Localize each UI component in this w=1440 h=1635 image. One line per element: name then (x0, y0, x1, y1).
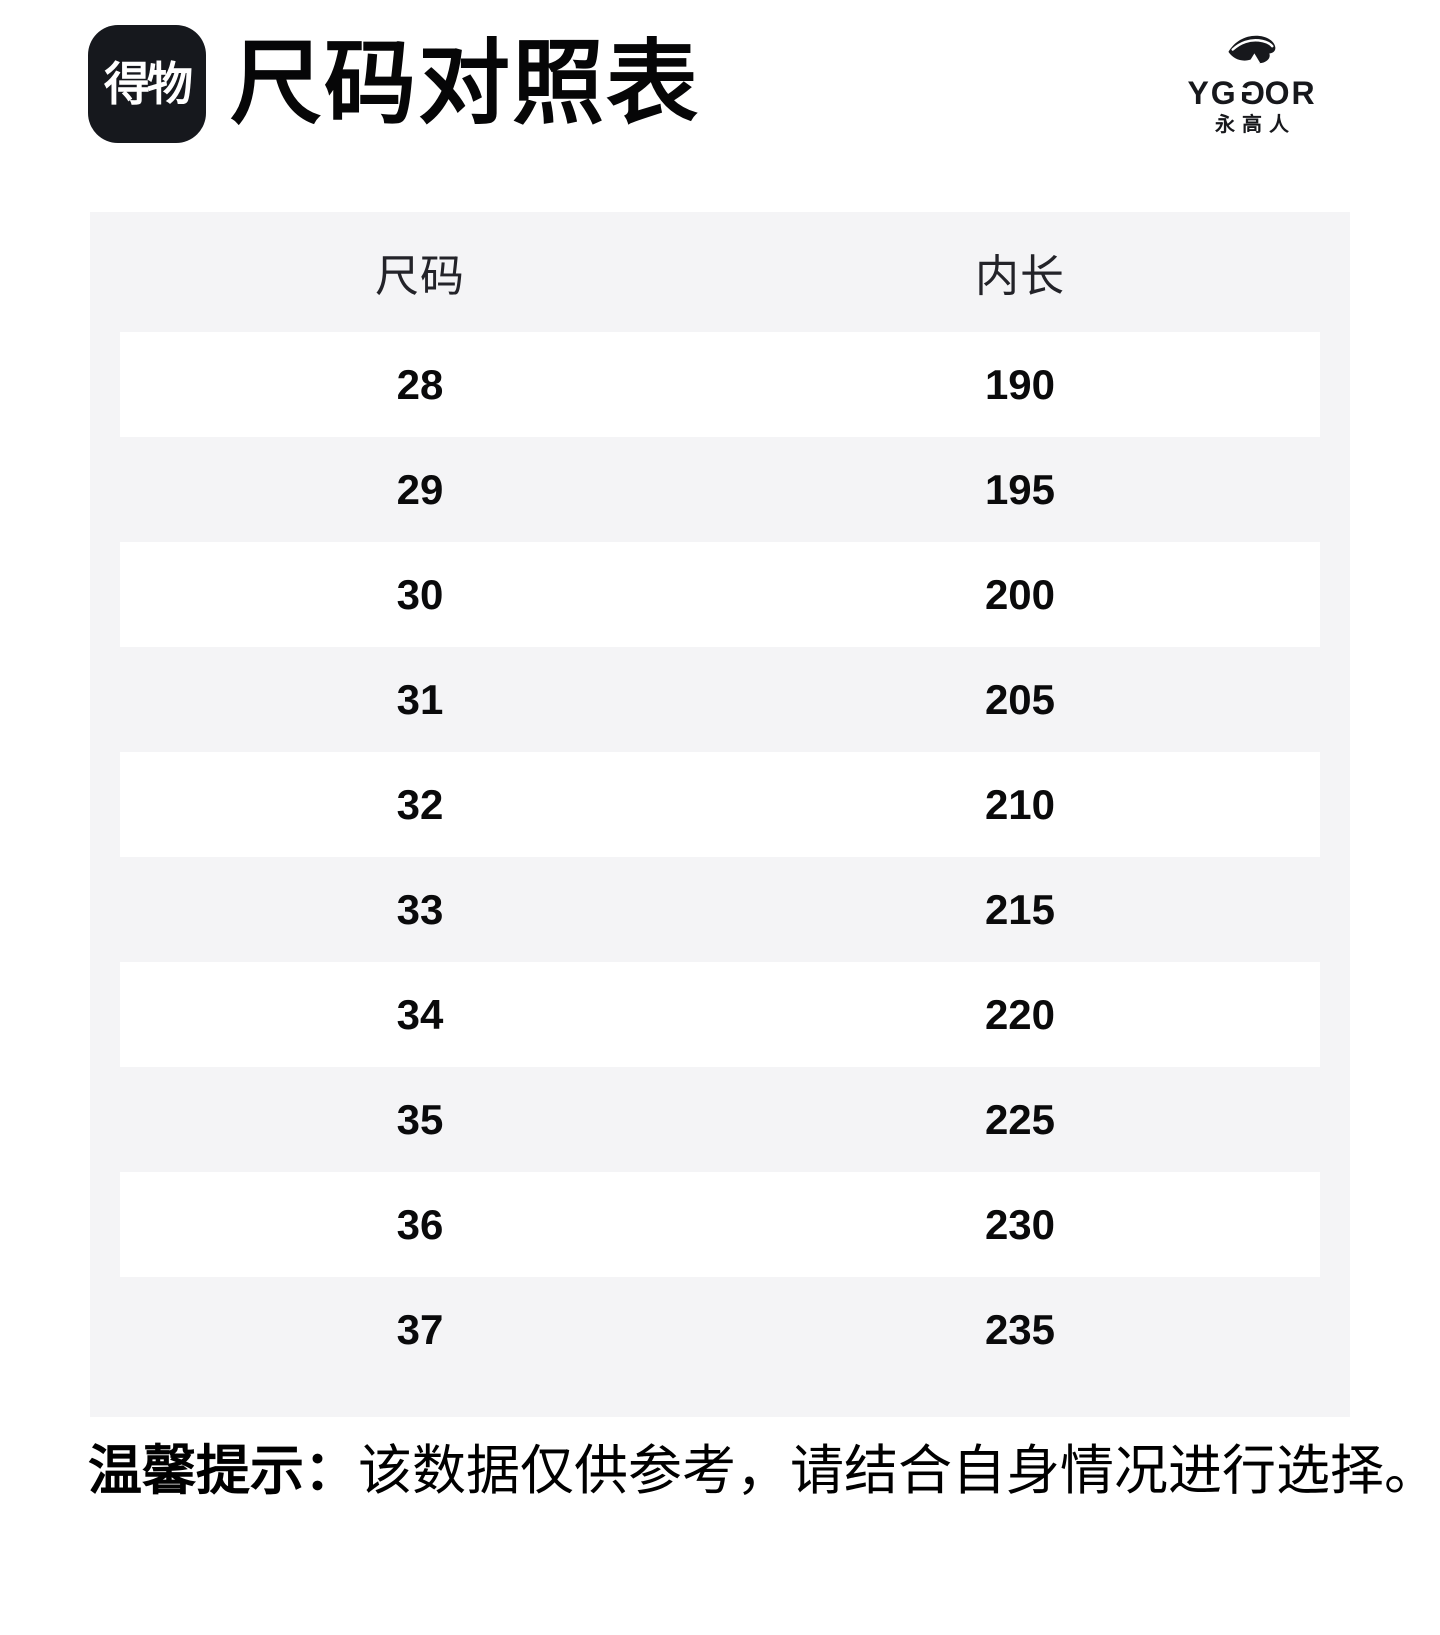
size-cell: 29 (396, 465, 444, 513)
table-row: 30 200 (120, 542, 1320, 647)
size-cell: 30 (396, 570, 444, 618)
page-title: 尺码对照表 (230, 33, 701, 135)
length-cell: 205 (984, 675, 1056, 723)
length-cell: 200 (984, 570, 1056, 618)
column-header-inner-length: 内长 (975, 252, 1065, 301)
table-row: 35 225 (120, 1067, 1320, 1172)
brand-name-mirrored-g: G (1237, 75, 1265, 111)
length-cell: 215 (984, 885, 1056, 933)
tip-text: 该数据仅供参考，请结合自身情况进行选择。 (358, 1441, 1438, 1501)
length-cell: 195 (984, 465, 1056, 513)
size-chart-table: 尺码 内长 28 190 29 195 30 200 31 205 32 210… (90, 212, 1350, 1417)
brand-name: YGGOR (1187, 75, 1317, 111)
size-cell: 37 (396, 1305, 444, 1353)
table-body: 28 190 29 195 30 200 31 205 32 210 33 21… (120, 332, 1320, 1382)
brand-swoosh-icon (1228, 35, 1276, 65)
length-cell: 225 (984, 1095, 1056, 1143)
length-cell: 230 (984, 1200, 1056, 1248)
page-header: 得物 尺码对照表 YGGOR 永高人 (0, 0, 1440, 145)
length-cell: 190 (984, 360, 1056, 408)
table-row: 33 215 (120, 857, 1320, 962)
table-row: 37 235 (120, 1277, 1320, 1382)
size-cell: 34 (396, 990, 444, 1038)
size-cell: 28 (396, 360, 444, 408)
brand-name-left: YG (1187, 75, 1238, 111)
size-cell: 36 (396, 1200, 444, 1248)
table-row: 34 220 (120, 962, 1320, 1067)
size-cell: 31 (396, 675, 444, 723)
table-row: 29 195 (120, 437, 1320, 542)
length-cell: 210 (984, 780, 1056, 828)
table-row: 36 230 (120, 1172, 1320, 1277)
length-cell: 235 (984, 1305, 1056, 1353)
brand-block: YGGOR 永高人 (1182, 33, 1322, 135)
length-cell: 220 (984, 990, 1056, 1038)
column-header-size: 尺码 (375, 252, 465, 301)
dewu-logo-text: 得物 (104, 58, 193, 110)
brand-subtitle: 永高人 (1215, 114, 1296, 136)
size-cell: 32 (396, 780, 444, 828)
tip-label: 温馨提示： (88, 1441, 358, 1501)
table-header-row: 尺码 内长 (120, 212, 1320, 332)
table-row: 28 190 (120, 332, 1320, 437)
table-row: 32 210 (120, 752, 1320, 857)
reference-tip: 温馨提示：该数据仅供参考，请结合自身情况进行选择。 (88, 1441, 1438, 1501)
table-row: 31 205 (120, 647, 1320, 752)
brand-name-right: OR (1264, 75, 1317, 111)
title-block: 得物 尺码对照表 (88, 25, 700, 143)
size-cell: 33 (396, 885, 444, 933)
dewu-app-logo: 得物 (88, 25, 206, 143)
size-cell: 35 (396, 1095, 444, 1143)
